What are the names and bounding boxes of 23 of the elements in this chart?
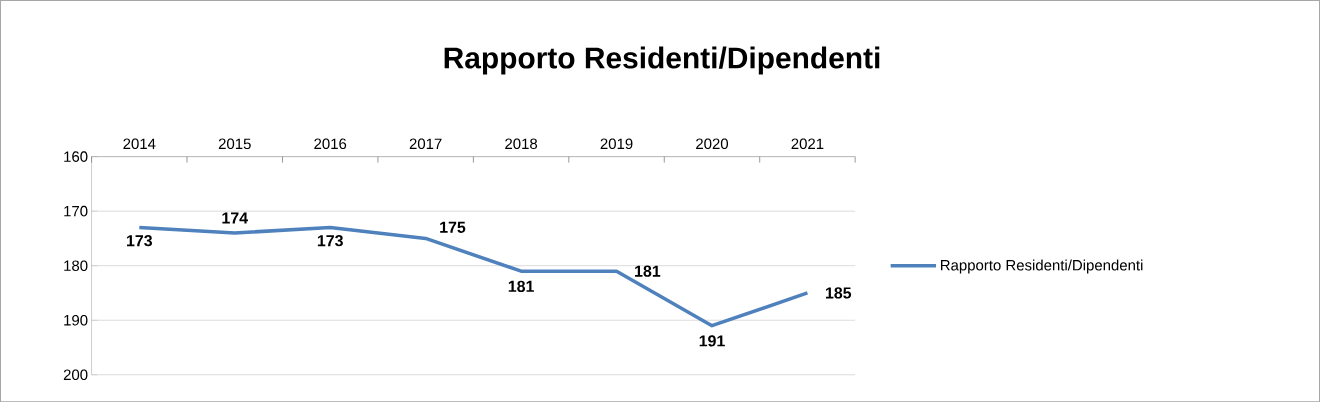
y-tick-label: 200 [63,369,88,380]
x-tick-label: 2019 [600,138,633,149]
x-tick-label: 2020 [696,138,729,149]
data-label: 175 [440,221,466,233]
y-tick-label: 160 [64,151,88,162]
data-label: 173 [127,234,153,247]
x-tick-label: 2018 [505,138,538,149]
data-label: 173 [317,234,343,247]
x-tick-label: 2017 [409,138,442,149]
data-label: 181 [635,265,661,277]
chart-title: Rapporto Residenti/Dipendenti [444,46,880,75]
data-label: 191 [699,335,725,347]
x-tick-label: 2021 [791,138,824,149]
x-tick-label: 2016 [314,138,347,149]
x-tick-label: 2014 [123,138,156,149]
legend-label: Rapporto Residenti/Dipendenti [940,259,1143,274]
data-label: 174 [222,212,248,224]
y-tick-label: 190 [64,314,88,326]
data-label: 181 [508,280,534,292]
y-tick-label: 180 [64,260,88,271]
y-tick-label: 170 [64,205,88,217]
x-tick-label: 2015 [218,138,251,149]
data-label: 185 [825,287,852,299]
